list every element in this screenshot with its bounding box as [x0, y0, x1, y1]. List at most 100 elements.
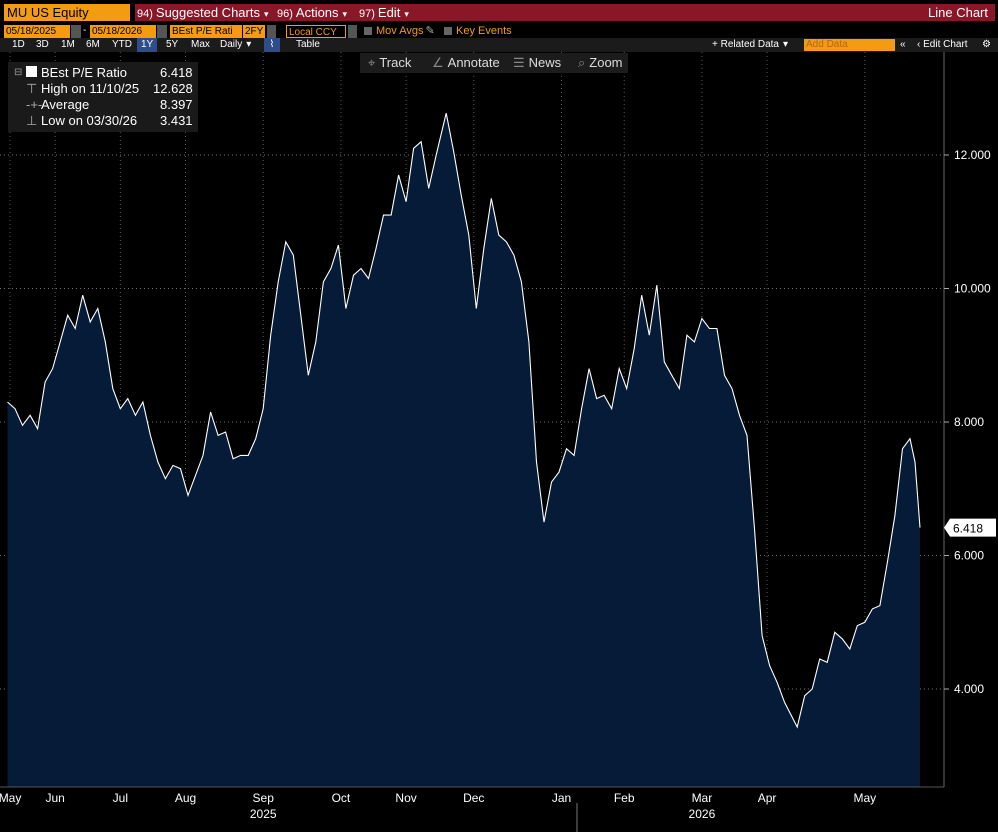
command-bar	[0, 0, 998, 22]
menu-label: Edit	[377, 5, 401, 20]
edit-menu[interactable]: 97) Edit ▾	[359, 4, 409, 21]
collapse-legend-icon[interactable]: ⊟	[14, 67, 23, 78]
zoom-label: Zoom	[589, 55, 623, 70]
zoom-tool[interactable]: ⌕ Zoom	[578, 53, 623, 73]
menu-number: 94)	[137, 8, 153, 20]
ticker-field[interactable]: MU US Equity	[4, 4, 130, 21]
legend-series-value: 6.418	[160, 65, 193, 80]
checkbox-icon	[364, 27, 372, 35]
x-tick-label: Sep	[253, 791, 275, 805]
high-marker-icon: ⊤	[26, 81, 38, 96]
x-year-label: 2026	[689, 807, 716, 821]
caret-down-icon: ▾	[342, 9, 348, 19]
news-label: News	[528, 55, 562, 70]
dropdown-arrow-icon[interactable]	[348, 25, 357, 38]
x-tick-label: Apr	[758, 791, 777, 805]
table-button[interactable]: Table	[296, 39, 320, 50]
magnifier-icon: ⌕	[578, 55, 586, 70]
last-value-marker: 6.418	[944, 518, 996, 537]
legend-high-value: 12.628	[153, 81, 193, 96]
chart-type-label: Line Chart	[928, 5, 988, 20]
x-tick-label: May	[854, 791, 877, 805]
period-selector[interactable]: 2FY	[243, 25, 265, 38]
calendar-icon[interactable]	[157, 25, 167, 38]
annotate-tool[interactable]: ∠ Annotate	[432, 53, 500, 73]
average-marker-icon: -+-	[26, 97, 43, 112]
add-data-input[interactable]: Add Data	[804, 39, 895, 51]
legend-average-label: Average	[41, 97, 90, 112]
mov-avgs-toggle[interactable]: Mov Avgs ✎	[364, 24, 435, 39]
currency-selector[interactable]: Local CCY	[286, 25, 346, 38]
caret-down-icon: ▾	[404, 9, 409, 19]
x-tick-label: Aug	[175, 791, 196, 805]
pen-icon: ∠	[432, 55, 444, 70]
range-1d[interactable]: 1D	[12, 39, 25, 50]
actions-menu[interactable]: 96) Actions ▾	[277, 4, 347, 21]
menu-bar-background	[135, 4, 995, 21]
caret-down-icon: ▾	[246, 39, 252, 50]
news-tool[interactable]: ☰ News	[513, 53, 561, 73]
range-bar	[0, 38, 998, 52]
legend-low-value: 3.431	[160, 113, 193, 128]
frequency-selector[interactable]: Daily ▾	[220, 38, 251, 52]
x-axis-ticks: May Jun Jul Aug Sep Oct Nov Dec Jan Feb Mar Apr May 2…	[0, 791, 876, 832]
legend-low-label: Low on 03/30/26	[41, 113, 138, 128]
legend-average-value: 8.397	[160, 97, 193, 112]
menu-label: Suggested Charts	[155, 5, 260, 20]
x-tick-label: Feb	[614, 791, 635, 805]
suggested-charts-menu[interactable]: 94) Suggested Charts ▾	[137, 4, 269, 21]
settings-icon[interactable]: ⚙	[982, 39, 991, 50]
low-marker-icon: ⊥	[26, 113, 38, 128]
series-swatch	[26, 66, 37, 77]
x-tick-label: Dec	[463, 791, 484, 805]
x-tick-label: Nov	[395, 791, 416, 805]
related-data-label: + Related Data	[712, 39, 779, 50]
y-axis-ticks: 4.000 6.000 8.000 10.000 12.000	[944, 148, 991, 696]
chevron-left-icon: ‹	[917, 39, 921, 50]
edit-chart-button[interactable]: ‹ Edit Chart	[917, 38, 968, 52]
key-events-toggle[interactable]: Key Events	[444, 24, 512, 39]
x-tick-label: Jan	[552, 791, 571, 805]
crosshair-icon: ⌖	[368, 55, 376, 70]
range-1y[interactable]: 1Y	[137, 38, 158, 52]
start-date-field[interactable]: 05/18/2025	[4, 25, 70, 38]
series-area	[7, 113, 920, 788]
edit-chart-label: Edit Chart	[923, 39, 968, 50]
annotate-label: Annotate	[447, 55, 500, 70]
date-separator: -	[83, 25, 87, 36]
dropdown-arrow-icon[interactable]	[267, 25, 276, 38]
checkbox-icon	[444, 27, 452, 35]
y-tick-label: 4.000	[954, 682, 984, 696]
frequency-label: Daily	[220, 39, 243, 50]
x-tick-label: Oct	[332, 791, 351, 805]
range-5y[interactable]: 5Y	[166, 39, 179, 50]
menu-label: Actions	[295, 5, 339, 20]
legend-box	[8, 62, 198, 132]
caret-down-icon: ▾	[263, 9, 269, 19]
mov-avgs-label: Mov Avgs	[376, 25, 424, 37]
menu-number: 96)	[277, 8, 293, 20]
range-max[interactable]: Max	[191, 39, 210, 50]
last-value-label: 6.418	[953, 522, 983, 536]
key-events-label: Key Events	[456, 25, 512, 37]
caret-down-icon: ▾	[783, 39, 789, 50]
y-tick-label: 12.000	[954, 148, 991, 162]
field-selector[interactable]: BEst P/E Rati	[170, 25, 242, 38]
range-ytd[interactable]: YTD	[112, 39, 132, 50]
range-6m[interactable]: 6M	[86, 39, 100, 50]
range-1m[interactable]: 1M	[61, 39, 75, 50]
legend-series-label: BEst P/E Ratio	[41, 65, 127, 80]
end-date-field[interactable]: 05/18/2026	[90, 25, 156, 38]
chart-tools-bar	[360, 53, 628, 73]
x-tick-label: Jul	[113, 791, 128, 805]
related-data-menu[interactable]: + Related Data ▾	[712, 38, 788, 52]
range-3d[interactable]: 3D	[36, 39, 49, 50]
y-tick-label: 6.000	[954, 549, 984, 563]
x-tick-label: Mar	[692, 791, 713, 805]
y-tick-label: 10.000	[954, 282, 991, 296]
line-chart-icon[interactable]: ⌇	[264, 38, 280, 52]
track-tool[interactable]: ⌖ Track	[368, 53, 411, 73]
calendar-icon[interactable]	[71, 25, 81, 38]
collapse-icon[interactable]: «	[900, 39, 906, 50]
